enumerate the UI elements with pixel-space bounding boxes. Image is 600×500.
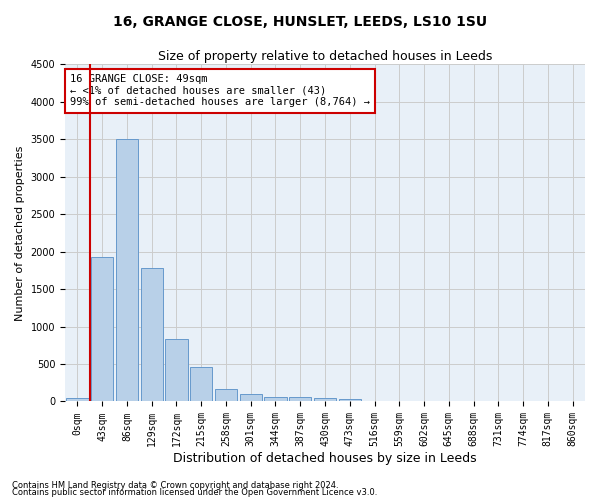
Text: 16 GRANGE CLOSE: 49sqm
← <1% of detached houses are smaller (43)
99% of semi-det: 16 GRANGE CLOSE: 49sqm ← <1% of detached… — [70, 74, 370, 108]
Text: Contains public sector information licensed under the Open Government Licence v3: Contains public sector information licen… — [12, 488, 377, 497]
Bar — [166, 338, 188, 402]
Bar — [314, 398, 336, 402]
Bar — [265, 397, 287, 402]
Bar — [190, 367, 212, 402]
Y-axis label: Number of detached properties: Number of detached properties — [15, 145, 25, 320]
Bar — [338, 399, 361, 402]
Bar — [116, 139, 138, 402]
X-axis label: Distribution of detached houses by size in Leeds: Distribution of detached houses by size … — [173, 452, 477, 465]
Bar — [66, 398, 89, 402]
Text: Contains HM Land Registry data © Crown copyright and database right 2024.: Contains HM Land Registry data © Crown c… — [12, 480, 338, 490]
Title: Size of property relative to detached houses in Leeds: Size of property relative to detached ho… — [158, 50, 492, 63]
Text: 16, GRANGE CLOSE, HUNSLET, LEEDS, LS10 1SU: 16, GRANGE CLOSE, HUNSLET, LEEDS, LS10 1… — [113, 15, 487, 29]
Bar — [215, 390, 237, 402]
Bar — [140, 268, 163, 402]
Bar — [289, 398, 311, 402]
Bar — [91, 257, 113, 402]
Bar — [239, 394, 262, 402]
